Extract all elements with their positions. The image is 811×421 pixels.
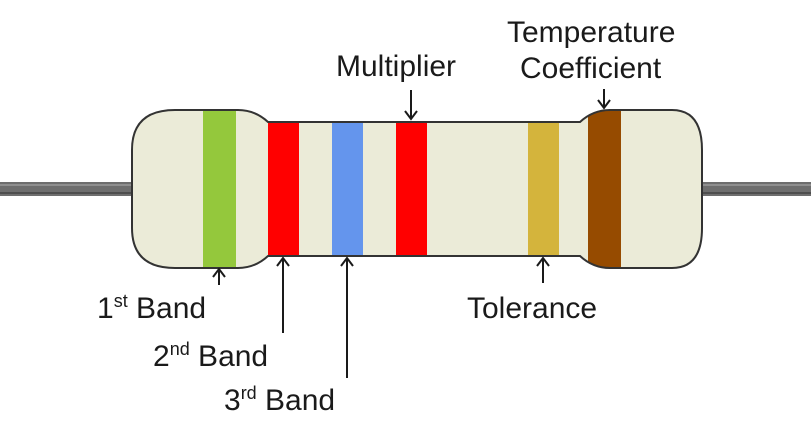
label-temperature: Temperature	[507, 16, 675, 49]
band-multiplier	[396, 110, 427, 268]
band-temperature-coefficient	[588, 110, 621, 268]
resistor-outline	[131, 109, 703, 269]
band-3	[332, 110, 363, 268]
label-band-3: 3rd Band	[224, 383, 335, 417]
lead-wire-left	[0, 182, 135, 196]
label-band-1: 1st Band	[97, 291, 206, 325]
label-multiplier: Multiplier	[336, 50, 456, 83]
arrow-tolerance	[536, 256, 550, 283]
arrow-band-2	[276, 256, 290, 333]
arrow-band-3	[340, 256, 354, 378]
arrow-temperature-coefficient	[597, 89, 611, 110]
label-coefficient: Coefficient	[520, 52, 662, 85]
band-tolerance	[528, 110, 559, 268]
arrow-multiplier	[404, 90, 418, 121]
band-2	[268, 110, 299, 268]
band-1	[203, 110, 236, 268]
label-tolerance: Tolerance	[467, 292, 597, 325]
arrow-band-1	[212, 267, 226, 285]
lead-wire-right	[695, 182, 811, 196]
label-band-2: 2nd Band	[153, 339, 268, 373]
